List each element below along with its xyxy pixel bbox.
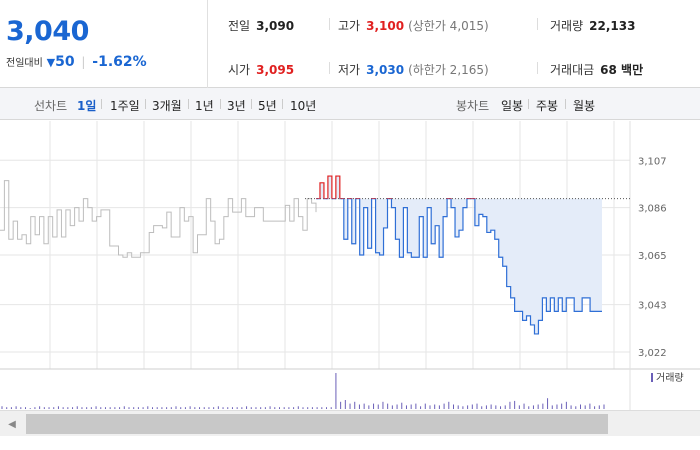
period-3y-tab[interactable]: 3년 — [227, 99, 246, 113]
chart-toolbar: 선차트 1일 1주일 3개월 1년 3년 5년 10년 봉차트 일봉 주봉 월봉 — [0, 88, 700, 120]
y-tick-label: 3,086 — [638, 204, 667, 215]
divider — [282, 99, 283, 109]
y-tick-label: 3,107 — [638, 156, 667, 167]
period-1d-tab[interactable]: 1일 — [77, 99, 97, 113]
stat-label: 거래량 — [550, 19, 584, 33]
change-label: 전일대비 — [6, 58, 43, 69]
period-1w-tab[interactable]: 1주일 — [110, 99, 140, 113]
divider — [101, 99, 102, 109]
stat-prev-close: 전일 3,090 — [228, 17, 294, 34]
stat-value: 3,095 — [256, 63, 295, 77]
stat-value: 3,030 — [366, 63, 405, 77]
period-10y-tab[interactable]: 10년 — [290, 99, 317, 113]
price-chart: 3,107 3,086 3,065 3,043 3,022 거래량 — [0, 121, 700, 411]
candle-weekly-tab[interactable]: 주봉 — [536, 99, 559, 113]
stat-value: 3,090 — [256, 19, 295, 33]
stat-value: 68 백만 — [600, 63, 644, 77]
divider — [145, 99, 146, 109]
stat-sub: (하한가 2,165) — [408, 63, 489, 77]
candle-chart-label: 봉차트 — [456, 99, 490, 113]
current-price: 3,040 — [6, 16, 89, 47]
divider — [537, 62, 538, 74]
stat-label: 저가 — [338, 63, 361, 77]
divider: | — [81, 55, 86, 69]
change-percent: -1.62% — [92, 54, 147, 70]
stat-label: 전일 — [228, 19, 251, 33]
period-3m-tab[interactable]: 3개월 — [152, 99, 182, 113]
bottom-padding — [0, 436, 700, 450]
y-tick-label: 3,022 — [638, 348, 667, 359]
divider — [528, 99, 529, 109]
stat-volume: 거래량 22,133 — [550, 17, 635, 34]
line-chart-label: 선차트 — [34, 99, 68, 113]
stat-open: 시가 3,095 — [228, 61, 294, 78]
divider — [537, 18, 538, 30]
scroll-left-arrow-icon[interactable]: ◀ — [8, 418, 16, 430]
stat-label: 시가 — [228, 63, 251, 77]
divider — [329, 62, 330, 74]
change-line: 전일대비 ▼50 | -1.62% — [6, 54, 147, 70]
divider — [251, 99, 252, 109]
period-5y-tab[interactable]: 5년 — [258, 99, 277, 113]
stat-sub: (상한가 4,015) — [408, 19, 489, 33]
divider — [329, 18, 330, 30]
y-tick-label: 3,065 — [638, 251, 667, 262]
chart-svg: 3,107 3,086 3,065 3,043 3,022 거래량 — [0, 121, 700, 411]
down-triangle-icon: ▼ — [46, 56, 56, 69]
change-amount: 50 — [55, 54, 75, 70]
stat-value: 3,100 — [366, 19, 405, 33]
stat-value: 22,133 — [589, 19, 636, 33]
y-tick-label: 3,043 — [638, 301, 667, 312]
stat-label: 고가 — [338, 19, 361, 33]
candle-daily-tab[interactable]: 일봉 — [501, 99, 524, 113]
price-header: 3,040 전일대비 ▼50 | -1.62% 전일 3,090 시가 3,095 … — [0, 0, 700, 88]
scrollbar-thumb[interactable] — [26, 414, 608, 434]
divider — [220, 99, 221, 109]
today-line-below — [316, 198, 602, 335]
chart-scrollbar[interactable]: ◀ — [0, 410, 700, 436]
price-summary: 3,040 전일대비 ▼50 | -1.62% — [0, 0, 208, 88]
divider — [565, 99, 566, 109]
candle-monthly-tab[interactable]: 월봉 — [573, 99, 596, 113]
volume-legend-label: 거래량 — [656, 372, 684, 384]
stat-label: 거래대금 — [550, 63, 595, 77]
volume-legend-swatch — [651, 373, 653, 382]
stat-low: 저가 3,030 (하한가 2,165) — [338, 61, 489, 78]
previous-day-line — [0, 180, 317, 258]
divider — [188, 99, 189, 109]
period-1y-tab[interactable]: 1년 — [195, 99, 214, 113]
stat-amount: 거래대금 68 백만 — [550, 61, 643, 78]
stat-high: 고가 3,100 (상한가 4,015) — [338, 17, 489, 34]
